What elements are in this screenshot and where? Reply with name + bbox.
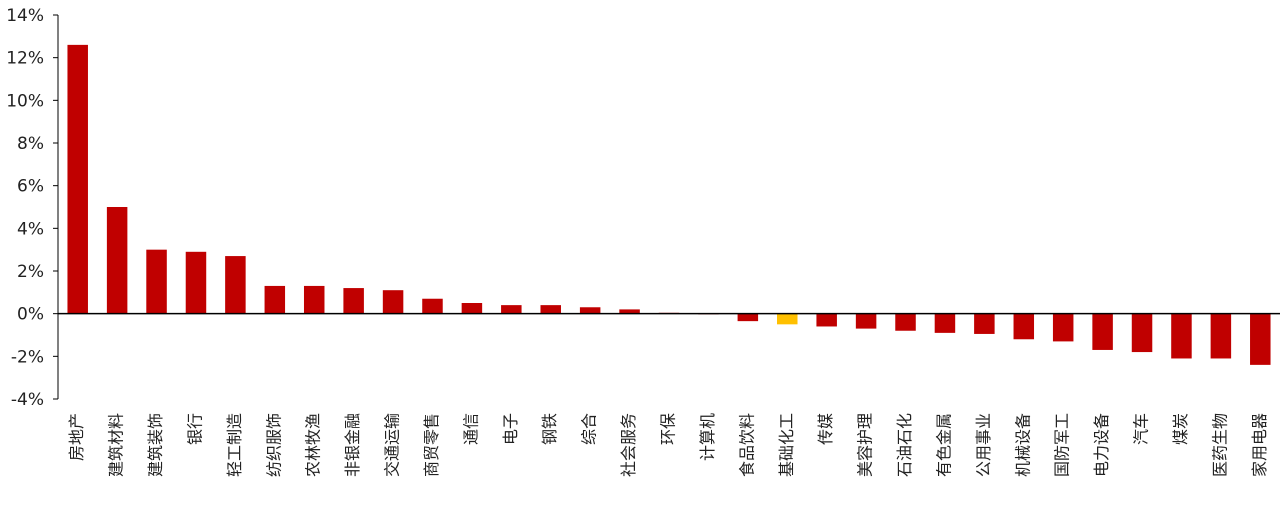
category-label: 银行: [185, 413, 204, 445]
category-label: 传媒: [816, 413, 835, 445]
category-label: 轻工制造: [225, 413, 244, 477]
category-label: 建筑装饰: [146, 413, 165, 477]
category-label: 家用电器: [1250, 413, 1269, 477]
bar-美容护理: [855, 313, 877, 329]
bar-电子: [501, 305, 522, 314]
bar-石油石化: [895, 313, 916, 331]
bar-机械设备: [1013, 313, 1035, 340]
bars-group: [67, 44, 1271, 365]
category-label: 美容护理: [856, 413, 875, 477]
bar-电力设备: [1092, 313, 1113, 350]
bar-纺织服饰: [264, 285, 286, 314]
bar-传媒: [816, 313, 837, 327]
category-label: 农林牧渔: [304, 413, 323, 477]
category-label: 有色金属: [934, 413, 953, 477]
category-label: 石油石化: [895, 413, 914, 477]
y-tick-label: -4%: [11, 390, 44, 410]
bar-银行: [185, 251, 207, 314]
category-label: 环保: [659, 413, 678, 445]
y-tick-label: -2%: [11, 347, 44, 367]
bar-农林牧渔: [303, 285, 325, 314]
category-label: 商贸零售: [422, 413, 441, 477]
bar-交通运输: [382, 290, 404, 314]
category-label: 基础化工: [777, 413, 796, 477]
category-label: 社会服务: [619, 413, 638, 477]
bar-汽车: [1131, 313, 1153, 353]
y-tick-label: 14%: [6, 6, 44, 26]
bar-综合: [579, 307, 601, 314]
category-label: 钢铁: [540, 413, 559, 445]
bar-建筑材料: [106, 207, 128, 314]
category-label: 综合: [580, 413, 599, 445]
y-tick-label: 10%: [6, 91, 44, 111]
bar-社会服务: [619, 309, 640, 314]
bar-房地产: [67, 44, 88, 314]
bar-公用事业: [974, 313, 995, 334]
bar-家用电器: [1250, 313, 1271, 365]
y-tick-label: 2%: [17, 262, 44, 282]
category-label: 汽车: [1132, 413, 1151, 445]
y-tick-label: 4%: [17, 219, 44, 239]
category-label: 电子: [501, 413, 520, 445]
bar-国防军工: [1052, 313, 1074, 342]
bar-建筑装饰: [146, 249, 167, 314]
category-label: 机械设备: [1013, 413, 1032, 477]
category-label: 国防军工: [1053, 413, 1072, 477]
category-label: 食品饮料: [737, 413, 756, 477]
y-tick-label: 0%: [17, 305, 44, 325]
y-tick-label: 12%: [6, 49, 44, 69]
bar-通信: [461, 303, 483, 314]
bar-煤炭: [1171, 313, 1192, 359]
y-axis: -4% -2% 0% 2% 4% 6% 8% 10% 12% 14%: [6, 6, 59, 410]
bar-轻工制造: [225, 256, 246, 314]
bar-商贸零售: [422, 298, 443, 314]
bar-非银金融: [343, 288, 364, 314]
y-tick-label: 6%: [17, 177, 44, 197]
category-label: 非银金融: [343, 413, 362, 477]
category-label: 通信: [461, 413, 480, 445]
category-label: 房地产: [67, 413, 86, 461]
category-label: 煤炭: [1171, 413, 1190, 445]
bar-钢铁: [540, 305, 561, 314]
category-labels: 房地产 建筑材料 建筑装饰 银行 轻工制造 纺织服饰 农林牧渔 非银金融 交通运输 商贸零售 通信电…: [67, 413, 1269, 477]
bar-基础化工: [777, 313, 798, 325]
bar-有色金属: [934, 313, 956, 333]
category-label: 建筑材料: [107, 413, 126, 477]
category-label: 公用事业: [974, 413, 993, 477]
y-tick-label: 8%: [17, 134, 44, 154]
bar-食品饮料: [737, 313, 759, 322]
category-label: 电力设备: [1092, 413, 1111, 477]
category-label: 纺织服饰: [264, 413, 283, 477]
category-label: 交通运输: [383, 413, 402, 477]
category-label: 计算机: [698, 413, 717, 461]
category-label: 医药生物: [1210, 413, 1229, 477]
bar-医药生物: [1210, 313, 1232, 359]
